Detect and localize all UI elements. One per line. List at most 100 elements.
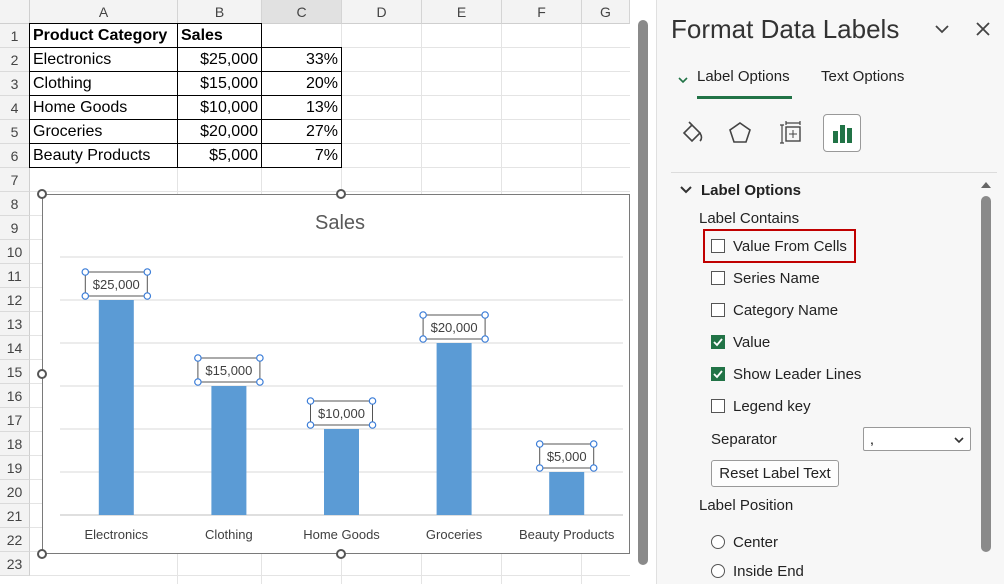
- cell-category[interactable]: Clothing: [29, 71, 178, 96]
- chart-resize-handle-bottom-middle[interactable]: [336, 549, 346, 559]
- chart-resize-handle-middle-left[interactable]: [37, 369, 47, 379]
- cell-percent[interactable]: 7%: [261, 143, 342, 168]
- row-header-13[interactable]: 13: [0, 312, 30, 336]
- header-cell-sales[interactable]: Sales: [177, 23, 262, 48]
- category-label: Clothing: [205, 527, 253, 542]
- header-cell-product-category[interactable]: Product Category: [29, 23, 178, 48]
- row-header-14[interactable]: 14: [0, 336, 30, 360]
- position-center-radio[interactable]: Center: [711, 531, 778, 553]
- checkbox-checked-icon[interactable]: [711, 367, 725, 381]
- cell-sales[interactable]: $10,000: [177, 95, 262, 120]
- chevron-down-icon[interactable]: [933, 20, 951, 44]
- checkbox-show-leader-lines[interactable]: Show Leader Lines: [711, 363, 861, 385]
- row-header-5[interactable]: 5: [0, 120, 30, 144]
- row-header-6[interactable]: 6: [0, 144, 30, 168]
- row-header-10[interactable]: 10: [0, 240, 30, 264]
- column-header-d[interactable]: D: [342, 0, 422, 24]
- row-header-18[interactable]: 18: [0, 432, 30, 456]
- radio-label: Inside End: [733, 562, 804, 580]
- effects-pentagon-icon[interactable]: [721, 114, 759, 152]
- row-header-7[interactable]: 7: [0, 168, 30, 192]
- column-header-e[interactable]: E: [422, 0, 502, 24]
- checkbox-unchecked-icon[interactable]: [711, 303, 725, 317]
- checkbox-legend-key[interactable]: Legend key: [711, 395, 811, 417]
- cell-category[interactable]: Electronics: [29, 47, 178, 72]
- row-header-11[interactable]: 11: [0, 264, 30, 288]
- cell-sales[interactable]: $20,000: [177, 119, 262, 144]
- label-options-chart-icon[interactable]: [823, 114, 861, 152]
- cell-sales[interactable]: $15,000: [177, 71, 262, 96]
- active-tab-indicator: [697, 96, 792, 99]
- row-header-4[interactable]: 4: [0, 96, 30, 120]
- bar-clothing: [211, 386, 247, 515]
- data-label-handle: [419, 335, 427, 343]
- tab-label-options[interactable]: Label Options: [697, 68, 790, 85]
- checkbox-series-name[interactable]: Series Name: [711, 267, 820, 289]
- sheet-vertical-scrollbar[interactable]: [634, 0, 656, 584]
- fill-line-icon[interactable]: [673, 114, 711, 152]
- chart-resize-handle-top-middle[interactable]: [336, 189, 346, 199]
- chart-area[interactable]: Sales Electronics $25,000 Clothing $15,000 Ho…: [42, 194, 630, 554]
- cell-category[interactable]: Beauty Products: [29, 143, 178, 168]
- scrollbar-thumb[interactable]: [981, 196, 991, 552]
- category-label: Beauty Products: [519, 527, 615, 542]
- row-header-15[interactable]: 15: [0, 360, 30, 384]
- radio-label: Center: [733, 533, 779, 551]
- row-header-23[interactable]: 23: [0, 552, 30, 576]
- position-inside-end-radio[interactable]: Inside End: [711, 560, 804, 582]
- data-label-handle: [481, 311, 489, 319]
- tab-text-options[interactable]: Text Options: [821, 68, 905, 85]
- size-properties-icon[interactable]: [773, 114, 811, 152]
- cell-sales[interactable]: $5,000: [177, 143, 262, 168]
- row-header-20[interactable]: 20: [0, 480, 30, 504]
- column-header-f[interactable]: F: [502, 0, 582, 24]
- column-header-b[interactable]: B: [178, 0, 262, 24]
- row-header-9[interactable]: 9: [0, 216, 30, 240]
- cell-percent[interactable]: 13%: [261, 95, 342, 120]
- radio-button[interactable]: [711, 564, 725, 578]
- checkbox-category-name[interactable]: Category Name: [711, 299, 838, 321]
- section-collapse-chevron-icon[interactable]: [679, 183, 693, 197]
- scroll-up-arrow-icon[interactable]: [980, 180, 992, 190]
- bar-groceries: [436, 343, 472, 515]
- column-header-c[interactable]: C: [262, 0, 342, 24]
- column-header-a[interactable]: A: [30, 0, 178, 24]
- checkbox-unchecked-icon[interactable]: [711, 271, 725, 285]
- chart-resize-handle-bottom-left[interactable]: [37, 549, 47, 559]
- reset-label-text-button[interactable]: Reset Label Text: [711, 460, 839, 487]
- checkbox-label: Category Name: [733, 301, 839, 319]
- checkbox-unchecked-icon[interactable]: [711, 239, 725, 253]
- bar-electronics: [98, 300, 134, 515]
- row-header-16[interactable]: 16: [0, 384, 30, 408]
- cell-category[interactable]: Groceries: [29, 119, 178, 144]
- cell-percent[interactable]: 33%: [261, 47, 342, 72]
- row-header-17[interactable]: 17: [0, 408, 30, 432]
- cell-percent[interactable]: 20%: [261, 71, 342, 96]
- row-header-1[interactable]: 1: [0, 24, 30, 48]
- row-header-22[interactable]: 22: [0, 528, 30, 552]
- radio-button[interactable]: [711, 535, 725, 549]
- pane-title: Format Data Labels: [671, 14, 900, 44]
- row-header-21[interactable]: 21: [0, 504, 30, 528]
- checkbox-checked-icon[interactable]: [711, 335, 725, 349]
- checkbox-value[interactable]: Value: [711, 331, 770, 353]
- cell-percent[interactable]: 27%: [261, 119, 342, 144]
- cell-category[interactable]: Home Goods: [29, 95, 178, 120]
- close-icon[interactable]: [975, 20, 991, 43]
- cell-sales[interactable]: $25,000: [177, 47, 262, 72]
- select-all-corner[interactable]: [0, 0, 30, 24]
- checkbox-value-from-cells[interactable]: Value From Cells: [711, 235, 847, 257]
- row-header-8[interactable]: 8: [0, 192, 30, 216]
- data-label-handle: [589, 440, 598, 448]
- row-header-2[interactable]: 2: [0, 48, 30, 72]
- separator-dropdown[interactable]: ,: [863, 427, 971, 451]
- scrollbar-thumb[interactable]: [638, 20, 648, 565]
- row-header-19[interactable]: 19: [0, 456, 30, 480]
- column-header-g[interactable]: G: [582, 0, 630, 24]
- pane-vertical-scrollbar[interactable]: [979, 178, 993, 584]
- row-header-12[interactable]: 12: [0, 288, 30, 312]
- row-header-3[interactable]: 3: [0, 72, 30, 96]
- checkbox-unchecked-icon[interactable]: [711, 399, 725, 413]
- chart-resize-handle-top-left[interactable]: [37, 189, 47, 199]
